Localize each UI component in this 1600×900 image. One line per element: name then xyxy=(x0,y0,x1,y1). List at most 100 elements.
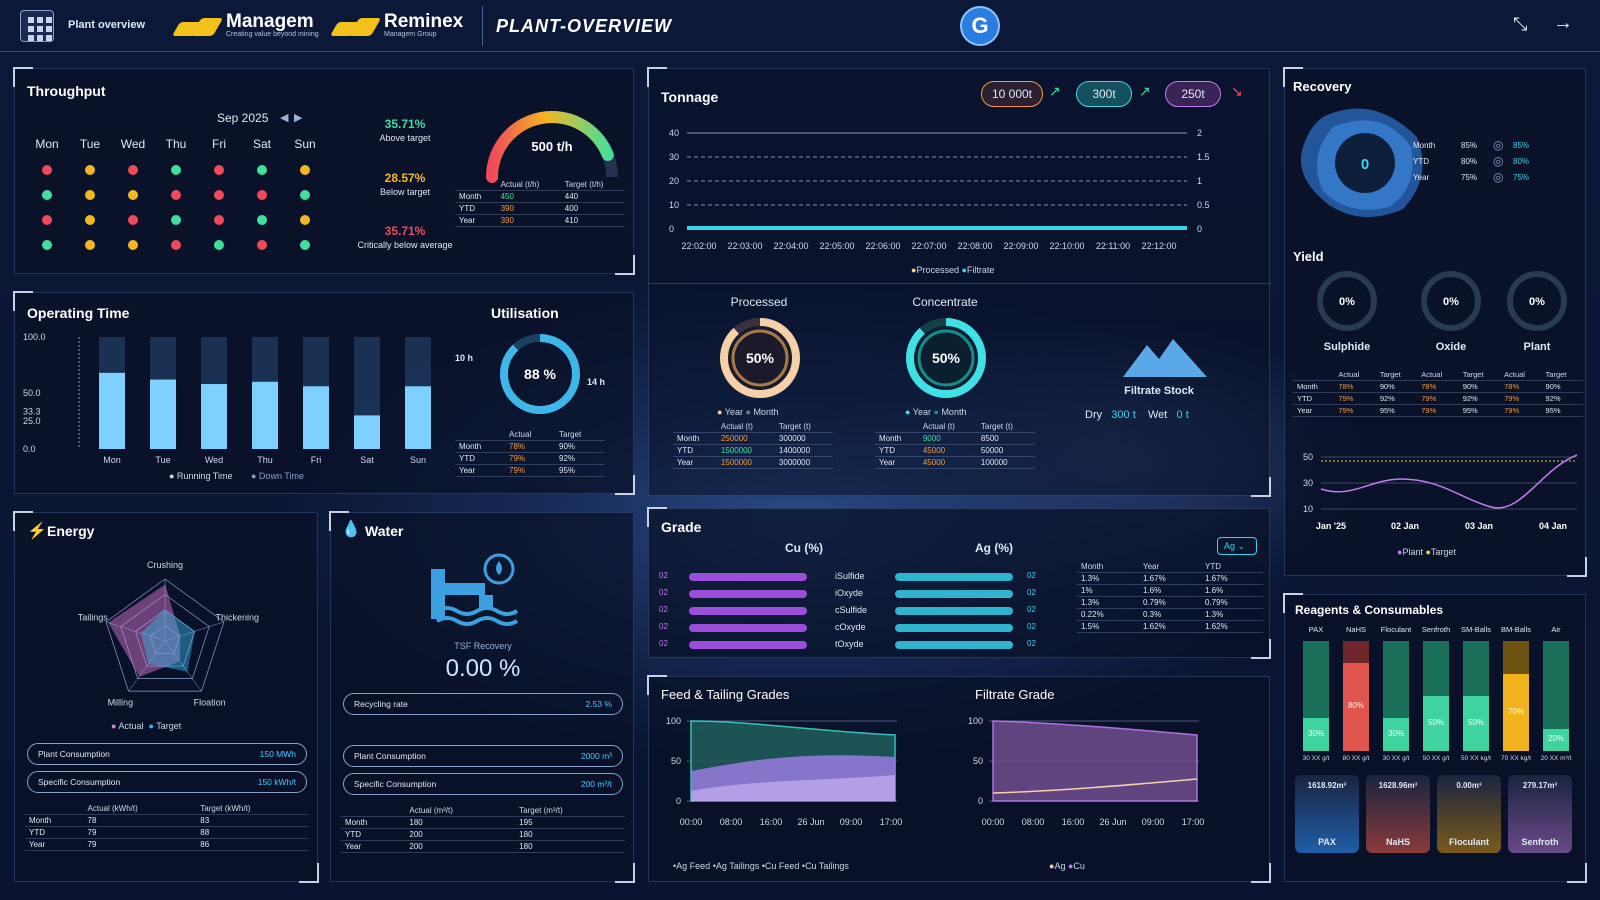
reagent-tank xyxy=(1437,775,1501,853)
trend-up-icon: ↗ xyxy=(1139,83,1151,99)
reagent-fill xyxy=(1543,729,1569,751)
tank-value: 279.17m³ xyxy=(1522,781,1558,790)
prev-month-icon[interactable]: ◀ xyxy=(280,112,289,124)
target-icon: ◎ xyxy=(1493,154,1504,168)
x-tick: 22:04:00 xyxy=(773,241,808,251)
radar-axis xyxy=(164,621,225,642)
y-tick: 20 xyxy=(669,176,679,186)
radar-label: Thickening xyxy=(216,613,260,623)
divider xyxy=(482,6,483,46)
operating-time-title: Operating Time xyxy=(27,305,130,321)
next-month-icon[interactable]: ▶ xyxy=(294,112,303,124)
water-title: Water xyxy=(365,523,404,539)
x-tick: 04 Jan xyxy=(1539,521,1567,531)
menu-label[interactable]: Plant overview xyxy=(68,19,146,31)
x-tick: 22:05:00 xyxy=(819,241,854,251)
y-tick: 25.0 xyxy=(23,416,41,426)
pill-300t[interactable]: 300t xyxy=(1076,81,1132,107)
filtrate-grade-chart: 100 50 0 00:00 08:00 16:00 26 Jun 09:00 17:00 xyxy=(968,716,1204,827)
status-dot xyxy=(300,165,310,175)
x-tick: 22:03:00 xyxy=(727,241,762,251)
grades-chart-panel: Feed & Tailing Grades Filtrate Grade 100… xyxy=(647,675,1271,883)
reagent-pct: 70% xyxy=(1507,706,1524,716)
running-bar xyxy=(252,381,278,449)
pill-10000t[interactable]: 10 000t xyxy=(981,81,1043,107)
concentrate-table: Actual (t) Target (t) Month 9000 8500 YTD 45… xyxy=(875,421,1035,469)
tank-name: Senfroth xyxy=(1521,837,1559,847)
y2-tick: 1.5 xyxy=(1197,152,1210,162)
reagent-sub: 20 XX m³/t xyxy=(1540,755,1572,762)
filtrate-stock-values: Dry 300 t Wet 0 t xyxy=(1085,409,1189,421)
grade-dropdown[interactable]: Ag ⌄ xyxy=(1217,537,1257,555)
x-tick: 02 Jan xyxy=(1391,521,1419,531)
cu-bar xyxy=(689,607,807,615)
throughput-gauge: 500 t/h xyxy=(486,111,618,183)
target-icon: ◎ xyxy=(1493,170,1504,184)
x-tick: 03 Jan xyxy=(1465,521,1493,531)
cu-bar xyxy=(689,573,807,581)
y2-tick: 0.5 xyxy=(1197,200,1210,210)
water-table: Actual (m³/t) Target (m³/t) Month 180 195 Y… xyxy=(341,805,625,853)
collapse-icon[interactable]: ⤡ xyxy=(1513,14,1528,34)
reagent-fill xyxy=(1383,718,1409,751)
cu-bar xyxy=(689,641,807,649)
status-dot xyxy=(257,215,267,225)
yield-legend: ●Plant ●Target xyxy=(1397,547,1456,557)
day-label: Fri xyxy=(212,137,226,151)
processed-legend: ● Year ● Month xyxy=(717,407,779,417)
above-target-value: 35.71% xyxy=(384,117,426,131)
concentrate-title: Concentrate xyxy=(912,295,978,309)
reagent-tank xyxy=(1366,775,1430,853)
x-tick: Tue xyxy=(155,455,170,465)
y-tick: 0 xyxy=(676,796,681,806)
utilisation-left: 10 h xyxy=(455,353,474,363)
y2-tick: 0 xyxy=(1197,224,1202,234)
tsf-recovery-icon xyxy=(431,553,519,626)
plant-line xyxy=(1320,454,1578,509)
trend-up-icon: ↗ xyxy=(1049,83,1061,99)
reminex-logo: Reminex Managem Group xyxy=(328,12,463,38)
reagent-fill xyxy=(1503,674,1529,751)
g-logo[interactable]: G xyxy=(960,6,1000,46)
x-tick: 26 Jun xyxy=(1099,817,1126,827)
tank-name: NaHS xyxy=(1385,837,1410,847)
operating-time-chart: 100.0 50.0 33.325.0 0.0 Mon Tue Wed Thu Fri Sat Su… xyxy=(23,332,431,481)
status-dot xyxy=(128,190,138,200)
pill-250t[interactable]: 250t xyxy=(1165,81,1221,107)
month-label: Sep 2025 xyxy=(217,111,269,125)
x-tick: 08:00 xyxy=(720,817,743,827)
yield-title: Yield xyxy=(1293,249,1324,264)
above-target-label: Above target xyxy=(379,133,431,143)
arrow-right-icon[interactable]: → xyxy=(1553,12,1573,34)
water-drop-icon: 💧 xyxy=(341,521,361,538)
yield-ring-value: 0% xyxy=(1529,296,1545,308)
reagent-fill xyxy=(1423,696,1449,751)
reagent-sub: 30 XX g/t xyxy=(1302,755,1330,762)
radar-grid xyxy=(135,609,195,667)
cu-value: 02 xyxy=(659,605,668,614)
grid-icon[interactable] xyxy=(20,10,54,42)
tank-name: Floculant xyxy=(1449,837,1489,847)
status-dot xyxy=(171,215,181,225)
energy-title: Energy xyxy=(47,523,95,539)
feed-tailing-title: Feed & Tailing Grades xyxy=(661,687,790,702)
ag-value: 02 xyxy=(1027,588,1036,597)
ag-title: Ag (%) xyxy=(975,541,1013,555)
legend-down: ● Down Time xyxy=(251,471,304,481)
throughput-table: Actual (t/h) Target (t/h) Month 450 440 YTD… xyxy=(455,179,625,227)
status-dot xyxy=(85,190,95,200)
running-bar xyxy=(354,415,380,449)
x-tick: 22:02:00 xyxy=(681,241,716,251)
status-dot xyxy=(257,190,267,200)
mountain-icon xyxy=(1123,339,1207,377)
yield-ring-label: Oxide xyxy=(1435,341,1467,353)
page-title: PLANT-OVERVIEW xyxy=(496,16,673,36)
yield-ring-label: Plant xyxy=(1523,341,1551,353)
utilisation-value: 88 % xyxy=(524,366,556,382)
processed-table: Actual (t) Target (t) Month 250000 300000 Y… xyxy=(673,421,833,469)
grade-row-label: iOxyde xyxy=(835,588,864,598)
recovery-row-target: 85% xyxy=(1513,141,1530,150)
water-panel: 💧 Water TSF Recovery 0.00 % Recycling ra… xyxy=(329,511,635,883)
concentrate-ring: 50% xyxy=(906,318,986,398)
gauge-value: 500 t/h xyxy=(531,139,572,154)
